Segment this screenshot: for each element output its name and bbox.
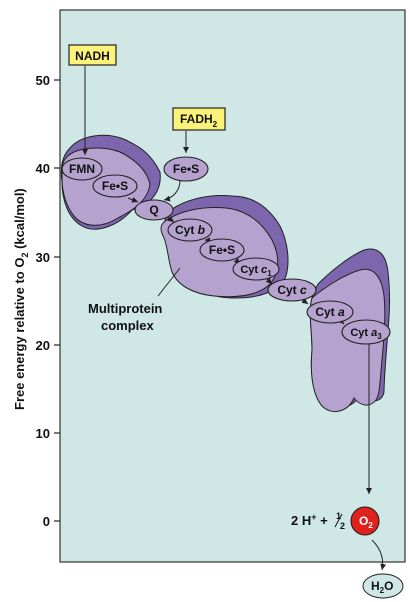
fes-oval-1 [92,174,138,198]
o2-circle [350,506,380,536]
complex-label-line1: Multiprotein [88,301,162,316]
cyta-oval [306,300,354,324]
cytb-oval [167,218,213,242]
o2-label: O2 [359,514,373,530]
cytc-label: Cyt c [277,283,307,297]
cytb-label: Cyt b [175,223,205,237]
svg-text:2: 2 [340,521,345,531]
y-tick-10: 10 [36,426,50,441]
nadh-box [68,44,117,66]
half-fraction: 1 2 [334,511,345,531]
cytc-oval [267,278,317,302]
svg-text:1: 1 [336,511,341,521]
arrow-fes-q [127,196,139,203]
y-axis-label: Free energy relative to O2 (kcal/mol) [12,188,30,410]
fes-label-1: Fe•S [102,179,128,193]
y-tick-50: 50 [36,73,50,88]
h2o-oval [362,573,404,599]
h2o-label: H2O [371,579,393,595]
nadh-label: NADH [75,49,110,63]
fadh2-label: FADH2 [180,112,218,129]
q-oval [134,199,174,221]
fadh2-box [172,107,226,131]
fmn-label: FMN [69,162,95,176]
complex-label-line2: complex [101,318,155,333]
q-label: Q [149,203,158,217]
y-axis [54,79,60,522]
fmn-oval [61,157,103,181]
cyta3-oval [341,319,391,345]
fes-oval-2 [199,238,245,262]
fes-fadh-oval [163,156,209,182]
y-tick-30: 30 [36,250,50,265]
arrow-fadh-fes-q [163,179,181,202]
arrows [82,66,387,571]
cytc1-label: Cyt c1 [240,264,272,278]
cyta-label: Cyt a [315,305,345,319]
y-tick-40: 40 [36,161,50,176]
reaction-lhs: 2 H+ + [291,512,328,528]
fes-fadh-label: Fe•S [173,162,199,176]
arrow-o2-h2o [371,539,387,571]
y-tick-0: 0 [43,514,50,529]
complex-pointer-line [157,267,181,297]
cytc1-oval [232,257,280,281]
fes-label-2: Fe•S [209,243,235,257]
cyta3-label: Cyt a3 [350,327,382,341]
y-tick-20: 20 [36,338,50,353]
